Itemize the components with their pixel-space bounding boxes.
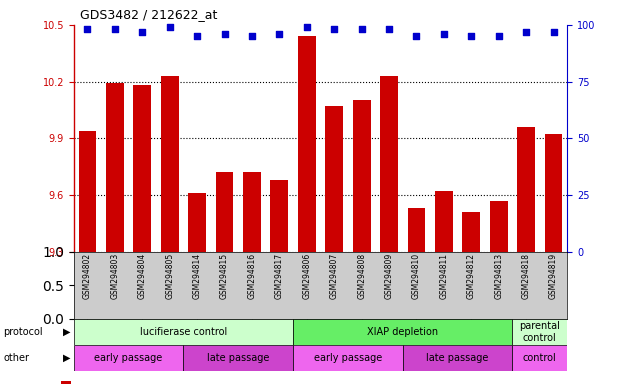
Text: GSM294817: GSM294817 bbox=[275, 253, 284, 299]
Bar bbox=[408, 208, 426, 252]
Bar bbox=[325, 106, 343, 252]
Text: other: other bbox=[3, 353, 29, 363]
Point bbox=[219, 31, 229, 37]
Bar bbox=[517, 127, 535, 252]
Point bbox=[110, 26, 120, 33]
Bar bbox=[462, 212, 480, 252]
Point bbox=[247, 33, 257, 39]
Point bbox=[82, 26, 92, 33]
Point bbox=[494, 33, 504, 39]
Text: ▶: ▶ bbox=[63, 327, 71, 337]
Bar bbox=[61, 381, 71, 384]
Bar bbox=[293, 319, 512, 345]
Bar bbox=[490, 200, 508, 252]
Bar bbox=[293, 345, 403, 371]
Text: protocol: protocol bbox=[3, 327, 43, 337]
Point bbox=[356, 26, 367, 33]
Bar bbox=[188, 193, 206, 252]
Text: late passage: late passage bbox=[207, 353, 269, 363]
Text: GSM294808: GSM294808 bbox=[357, 253, 366, 299]
Bar bbox=[298, 36, 316, 252]
Point bbox=[137, 29, 147, 35]
Bar bbox=[271, 180, 288, 252]
Bar bbox=[380, 76, 398, 252]
Text: early passage: early passage bbox=[314, 353, 382, 363]
Text: GSM294818: GSM294818 bbox=[522, 253, 531, 299]
Bar bbox=[215, 172, 233, 252]
Bar bbox=[106, 83, 124, 252]
Bar bbox=[78, 131, 96, 252]
Text: GDS3482 / 212622_at: GDS3482 / 212622_at bbox=[80, 8, 217, 21]
Point bbox=[412, 33, 422, 39]
Bar bbox=[161, 76, 179, 252]
Text: control: control bbox=[523, 353, 557, 363]
Text: GSM294806: GSM294806 bbox=[303, 253, 312, 299]
Text: GSM294803: GSM294803 bbox=[110, 253, 119, 299]
Text: GSM294816: GSM294816 bbox=[247, 253, 256, 299]
Point bbox=[165, 24, 175, 30]
Text: XIAP depletion: XIAP depletion bbox=[367, 327, 438, 337]
Bar bbox=[545, 134, 563, 252]
Bar bbox=[74, 345, 183, 371]
Bar bbox=[353, 101, 370, 252]
Bar bbox=[435, 191, 453, 252]
Text: GSM294811: GSM294811 bbox=[439, 253, 449, 299]
Bar bbox=[74, 319, 293, 345]
Point bbox=[466, 33, 476, 39]
Bar bbox=[403, 345, 512, 371]
Text: GSM294802: GSM294802 bbox=[83, 253, 92, 299]
Text: GSM294809: GSM294809 bbox=[385, 253, 394, 299]
Text: late passage: late passage bbox=[426, 353, 489, 363]
Text: GSM294812: GSM294812 bbox=[467, 253, 476, 299]
Bar bbox=[512, 345, 567, 371]
Point bbox=[329, 26, 339, 33]
Text: ▶: ▶ bbox=[63, 353, 71, 363]
Point bbox=[438, 31, 449, 37]
Text: GSM294815: GSM294815 bbox=[220, 253, 229, 299]
Text: early passage: early passage bbox=[94, 353, 163, 363]
Text: GSM294805: GSM294805 bbox=[165, 253, 174, 299]
Bar bbox=[243, 172, 261, 252]
Point bbox=[384, 26, 394, 33]
Bar bbox=[133, 85, 151, 252]
Text: lucifierase control: lucifierase control bbox=[140, 327, 227, 337]
Point bbox=[192, 33, 203, 39]
Text: parental
control: parental control bbox=[519, 321, 560, 343]
Text: GSM294814: GSM294814 bbox=[192, 253, 202, 299]
Text: GSM294810: GSM294810 bbox=[412, 253, 421, 299]
Text: GSM294819: GSM294819 bbox=[549, 253, 558, 299]
Text: GSM294807: GSM294807 bbox=[329, 253, 338, 299]
Point bbox=[549, 29, 559, 35]
Text: GSM294813: GSM294813 bbox=[494, 253, 503, 299]
Point bbox=[274, 31, 285, 37]
Bar bbox=[183, 345, 293, 371]
Text: GSM294804: GSM294804 bbox=[138, 253, 147, 299]
Bar bbox=[512, 319, 567, 345]
Point bbox=[302, 24, 312, 30]
Point bbox=[521, 29, 531, 35]
